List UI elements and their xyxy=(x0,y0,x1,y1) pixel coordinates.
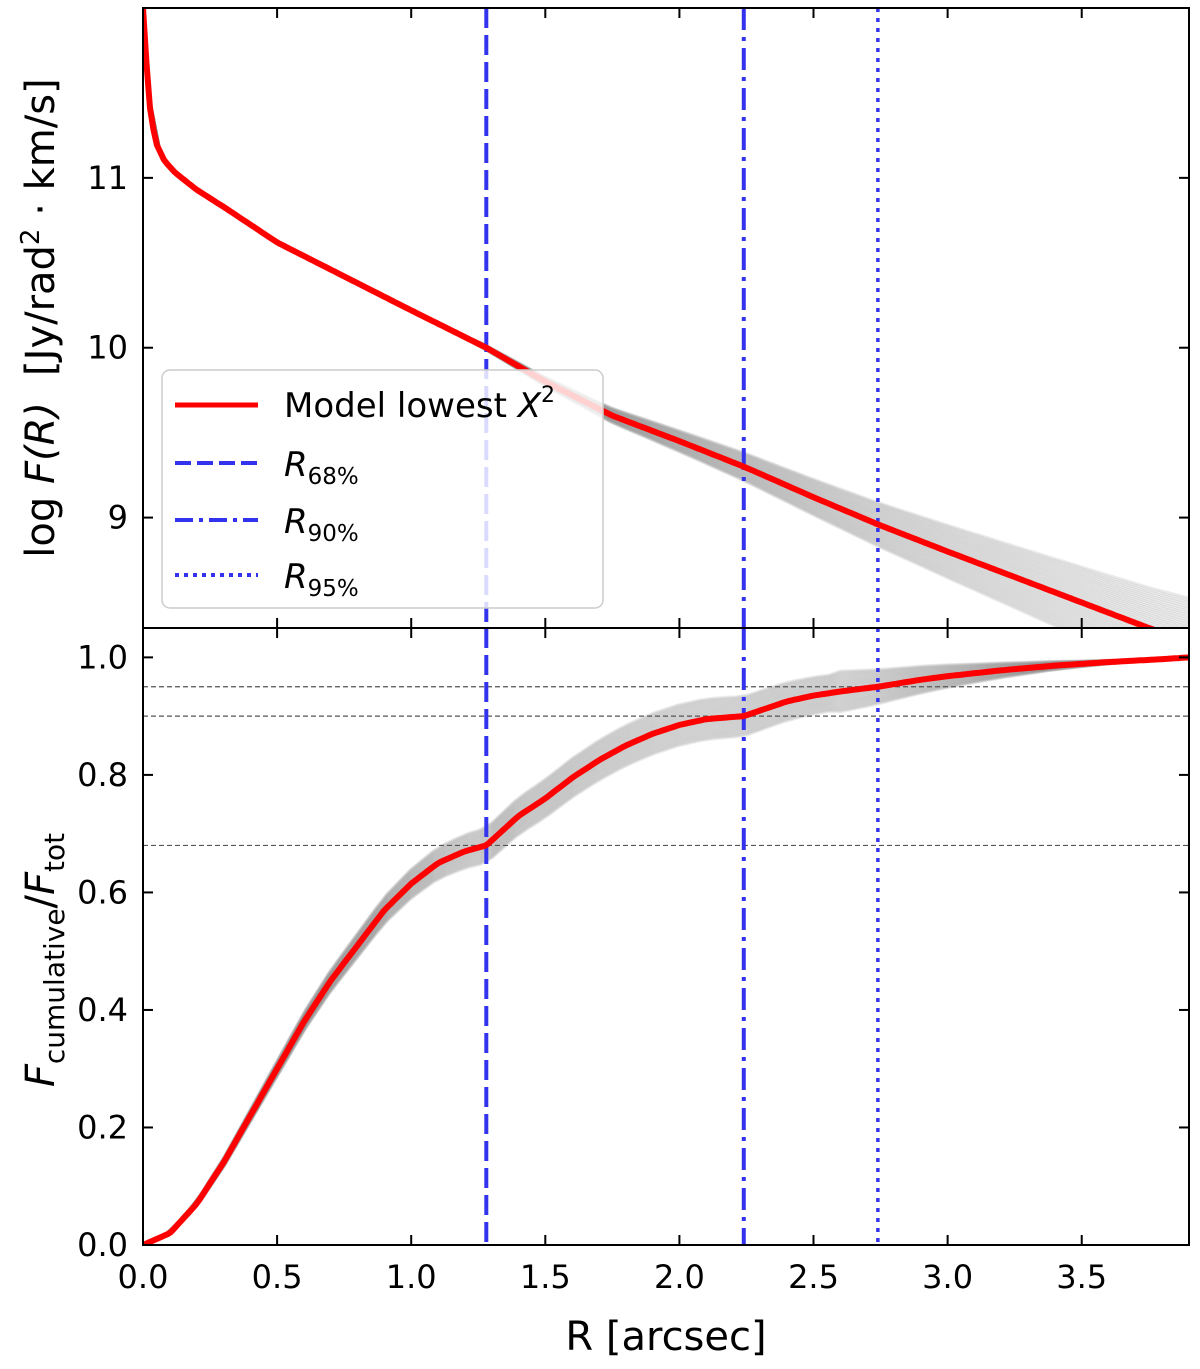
legend: Model lowest X2 R68% R90% R95% xyxy=(161,369,604,609)
bottom-ensemble-curve xyxy=(143,655,1189,1245)
bottom-y-axis-label: Fcumulative/Ftot xyxy=(18,833,71,1087)
bottom-ensemble-curve xyxy=(143,655,1189,1245)
bottom-ensemble-curve xyxy=(143,655,1189,1245)
bottom-ensemble-curve xyxy=(143,655,1189,1245)
x-tick-label: 1.0 xyxy=(386,1258,437,1296)
top-panel xyxy=(142,7,1190,629)
legend-r68-label: R68% xyxy=(284,445,359,490)
top-ylabel-unit-post: · km/s] xyxy=(18,78,64,228)
bottom-model-line xyxy=(143,654,1189,1245)
bottom-y-tick-label: 0.8 xyxy=(77,756,128,794)
top-y-tick-label: 10 xyxy=(87,329,128,367)
bottom-ylabel-f1: F xyxy=(18,1063,64,1087)
bottom-axes-frame xyxy=(142,627,1190,1246)
legend-r68-sub: 68% xyxy=(308,464,359,490)
bottom-model-curve xyxy=(143,654,1189,1245)
bottom-ensemble-curve xyxy=(143,655,1189,1245)
bottom-ensemble-curve xyxy=(143,655,1189,1245)
legend-r90-label: R90% xyxy=(284,502,359,547)
bottom-ensemble-curves xyxy=(143,655,1189,1245)
bottom-y-tick-label: 0.4 xyxy=(77,991,128,1029)
bottom-panel xyxy=(142,627,1190,1246)
x-tick-label: 3.0 xyxy=(922,1258,973,1296)
bottom-ylabel-sub2: tot xyxy=(38,833,71,872)
legend-frame xyxy=(161,369,604,609)
bottom-y-tick-label: 0.0 xyxy=(77,1226,128,1264)
tick-labels: 0.0 0.5 1.0 1.5 2.0 2.5 3.0 3.5 9 10 11 0.0 0.2 0.4 0.… xyxy=(77,159,1107,1296)
top-ylabel-unit: [Jy/rad xyxy=(18,245,64,376)
x-tick-label: 1.5 xyxy=(520,1258,571,1296)
bottom-radius-lines xyxy=(484,628,880,1245)
bottom-ensemble-curve xyxy=(143,655,1189,1245)
bottom-y-tick-label: 1.0 xyxy=(77,638,128,676)
top-ticks xyxy=(142,8,1189,628)
bottom-ylabel-slash: / xyxy=(18,894,64,908)
x-axis-label: R [arcsec] xyxy=(565,1314,766,1360)
top-ylabel-r: (R) xyxy=(18,402,64,461)
x-tick-label: 0.5 xyxy=(252,1258,303,1296)
x-tick-label: 2.5 xyxy=(788,1258,839,1296)
top-model-line xyxy=(143,8,1159,628)
bottom-ylabel-sub1: cumulative xyxy=(38,908,71,1064)
bottom-hlines xyxy=(143,686,1189,847)
legend-model-sup: 2 xyxy=(541,383,555,408)
bottom-ensemble-curve xyxy=(143,655,1189,1245)
top-model-curve xyxy=(143,8,1159,628)
bottom-ylabel-f2: F xyxy=(18,871,64,895)
bottom-ensemble-curve xyxy=(143,655,1189,1245)
bottom-y-tick-label: 0.2 xyxy=(77,1108,128,1146)
bottom-ensemble-curve xyxy=(143,655,1189,1245)
bottom-y-tick-label: 0.6 xyxy=(77,873,128,911)
legend-r95-sub: 95% xyxy=(308,576,359,602)
top-ylabel-f: F xyxy=(18,460,64,484)
x-tick-label: 2.0 xyxy=(654,1258,705,1296)
bottom-ensemble-curve xyxy=(143,655,1189,1245)
legend-r68-math: R xyxy=(284,445,308,485)
top-ylabel-unit-sup: 2 xyxy=(16,229,46,246)
bottom-ensemble-curve xyxy=(143,655,1189,1245)
top-ylabel-log: log xyxy=(18,484,64,558)
bottom-ensemble-curve xyxy=(143,655,1189,1245)
legend-r90-sub: 90% xyxy=(308,521,359,547)
legend-model-text: Model lowest xyxy=(284,386,518,426)
top-y-tick-label: 11 xyxy=(87,159,128,197)
bottom-ensemble-curve xyxy=(143,655,1189,1245)
bottom-ensemble-curve xyxy=(143,655,1189,1245)
legend-r95-label: R95% xyxy=(284,557,359,602)
legend-model-label: Model lowest X2 xyxy=(284,383,555,426)
x-tick-label: 3.5 xyxy=(1056,1258,1107,1296)
bottom-ensemble-curve xyxy=(143,655,1189,1245)
bottom-ensemble-curve xyxy=(143,655,1189,1245)
top-y-axis-label: log F(R) [Jy/rad2 · km/s] xyxy=(16,78,64,557)
legend-model-math: X xyxy=(516,386,542,426)
bottom-ensemble-curve xyxy=(143,655,1189,1245)
x-tick-label: 0.0 xyxy=(118,1258,169,1296)
legend-r95-math: R xyxy=(284,557,308,597)
top-y-tick-label: 9 xyxy=(108,499,128,537)
legend-r90-math: R xyxy=(284,502,308,542)
bottom-ensemble-curve xyxy=(143,655,1189,1245)
